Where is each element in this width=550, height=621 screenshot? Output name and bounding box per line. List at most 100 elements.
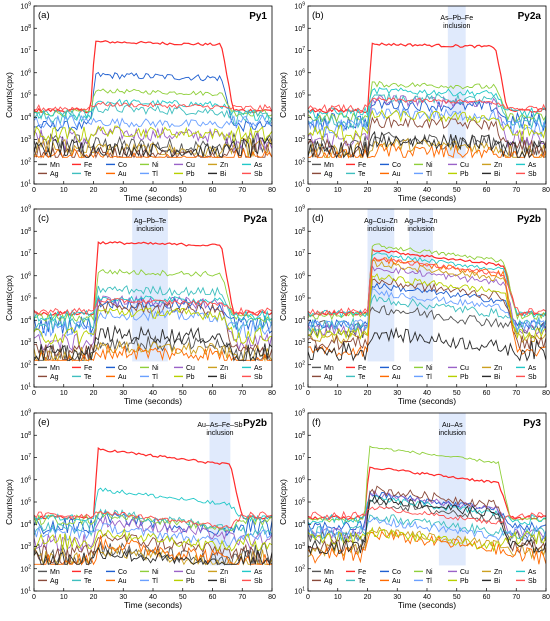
legend-label-fe: Fe: [84, 569, 92, 576]
legend-label-cu: Cu: [186, 162, 195, 169]
y-tick-label: 102: [20, 360, 31, 369]
series-line-co: [34, 71, 272, 133]
legend-label-mn: Mn: [324, 162, 334, 169]
legend-label-sb: Sb: [254, 578, 263, 585]
panel-c: Mn Fe Co Ni Cu Zn As Ag Te Au Tl Pb Bi Sb 0 10 20 30 40 50 6…: [4, 205, 276, 407]
y-tick-label: 108: [20, 227, 31, 236]
legend-box: [34, 158, 272, 184]
x-axis-label: Time (seconds): [124, 396, 182, 406]
legend-label-fe: Fe: [358, 365, 366, 372]
series-lines: [34, 40, 272, 159]
legend-label-tl: Tl: [152, 171, 158, 178]
y-tick-label: 108: [294, 431, 305, 440]
series-line-bi: [308, 326, 546, 362]
series-line-pb: [308, 273, 546, 341]
legend-label-te: Te: [358, 171, 366, 178]
series-line-bi: [34, 324, 272, 362]
y-tick-label: 105: [20, 294, 31, 303]
x-tick-label: 0: [32, 390, 36, 397]
legend-label-pb: Pb: [460, 171, 469, 178]
legend-label-co: Co: [392, 365, 401, 372]
series-lines: [308, 243, 546, 362]
legend-label-cu: Cu: [460, 162, 469, 169]
x-tick-label: 80: [268, 390, 276, 397]
x-tick-label: 60: [483, 187, 491, 194]
panel-label: (c): [38, 213, 49, 224]
y-axis-label: Counts(cpx): [4, 479, 14, 525]
x-tick-label: 50: [179, 594, 187, 601]
legend-label-mn: Mn: [50, 365, 60, 372]
series-line-pb: [34, 125, 272, 144]
x-tick-label: 10: [60, 594, 68, 601]
x-tick-label: 80: [542, 594, 550, 601]
series-line-ni: [308, 243, 546, 321]
y-tick-label: 101: [20, 587, 31, 596]
legend-label-co: Co: [118, 162, 127, 169]
legend-label-ni: Ni: [426, 162, 433, 169]
x-tick-label: 0: [306, 390, 310, 397]
y-tick-label: 103: [294, 542, 305, 551]
y-tick-label: 103: [20, 338, 31, 347]
legend-label-cu: Cu: [186, 365, 195, 372]
legend-label-zn: Zn: [494, 365, 502, 372]
y-tick-label: 101: [20, 383, 31, 392]
y-tick-label: 102: [294, 157, 305, 166]
legend-label-au: Au: [392, 578, 401, 585]
y-tick-label: 102: [20, 564, 31, 573]
y-tick-label: 103: [20, 135, 31, 144]
series-line-bi: [34, 137, 272, 158]
legend-label-bi: Bi: [220, 578, 227, 585]
series-line-te: [308, 294, 546, 334]
y-axis-label: Counts(cpx): [278, 479, 288, 525]
x-tick-label: 70: [512, 594, 520, 601]
series-line-ag: [308, 115, 546, 158]
series-line-fe: [308, 466, 546, 521]
x-tick-label: 30: [119, 390, 127, 397]
series-line-as: [308, 495, 546, 526]
series-line-pb: [34, 527, 272, 552]
legend-label-as: As: [528, 569, 537, 576]
legend-label-sb: Sb: [528, 171, 537, 178]
legend-label-pb: Pb: [186, 374, 195, 381]
series-line-fe: [34, 447, 272, 521]
y-tick-label: 104: [20, 316, 31, 325]
series-line-ni: [34, 88, 272, 117]
y-tick-label: 109: [294, 205, 305, 214]
x-axis-label: Time (seconds): [398, 600, 456, 610]
y-tick-label: 108: [294, 227, 305, 236]
legend-label-co: Co: [118, 569, 127, 576]
inclusion-annotation: Ag–Pb–Zn inclusion: [405, 218, 438, 233]
inclusion-annotation: Au–As inclusion: [439, 422, 466, 437]
y-axis-label: Counts(cpx): [4, 72, 14, 118]
legend-box: [308, 565, 546, 591]
x-tick-label: 40: [423, 187, 431, 194]
y-tick-label: 105: [20, 498, 31, 507]
legend-label-te: Te: [358, 374, 366, 381]
legend-label-au: Au: [392, 171, 401, 178]
series-line-cu: [34, 514, 272, 553]
legend-label-mn: Mn: [50, 162, 60, 169]
x-tick-label: 0: [306, 187, 310, 194]
y-tick-label: 106: [20, 271, 31, 280]
x-tick-label: 10: [334, 390, 342, 397]
legend-box: [34, 565, 272, 591]
x-axis-label: Time (seconds): [398, 193, 456, 203]
series-line-mn: [308, 304, 546, 339]
legend-label-ag: Ag: [324, 374, 333, 381]
y-tick-label: 103: [294, 338, 305, 347]
legend-label-zn: Zn: [494, 162, 502, 169]
panel-label: (b): [312, 10, 324, 21]
legend-label-co: Co: [392, 569, 401, 576]
y-tick-label: 108: [20, 431, 31, 440]
y-tick-label: 104: [294, 113, 305, 122]
series-line-ni: [34, 510, 272, 532]
y-axis-label: Counts(cpx): [4, 275, 14, 321]
y-axis-label: Counts(cpx): [278, 275, 288, 321]
legend-label-pb: Pb: [186, 578, 195, 585]
y-tick-label: 108: [294, 24, 305, 33]
legend-label-zn: Zn: [220, 365, 228, 372]
legend-label-sb: Sb: [528, 578, 537, 585]
legend-label-sb: Sb: [254, 171, 263, 178]
x-tick-label: 40: [423, 390, 431, 397]
legend-label-ni: Ni: [426, 569, 433, 576]
